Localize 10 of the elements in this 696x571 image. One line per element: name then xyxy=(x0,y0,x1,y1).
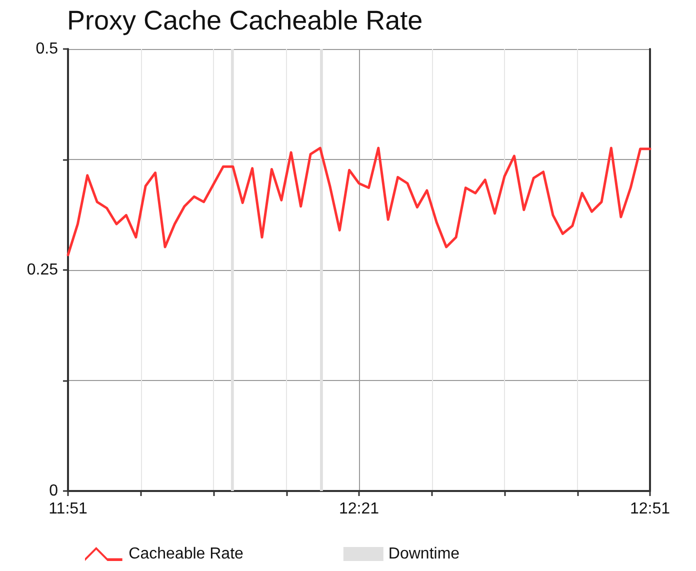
y-tick-label: 0 xyxy=(49,482,58,500)
legend-label: Cacheable Rate xyxy=(128,546,244,562)
x-tick-label: 12:51 xyxy=(630,500,670,518)
x-tick-label: 11:51 xyxy=(48,500,88,518)
legend-label: Downtime xyxy=(388,546,460,562)
y-tick-label: 0.5 xyxy=(36,40,58,58)
line-series xyxy=(66,146,652,256)
x-tick-label: 12:21 xyxy=(338,500,380,518)
chart-title: Proxy Cache Cacheable Rate xyxy=(67,6,423,36)
y-tick-label: 0.25 xyxy=(26,262,58,278)
